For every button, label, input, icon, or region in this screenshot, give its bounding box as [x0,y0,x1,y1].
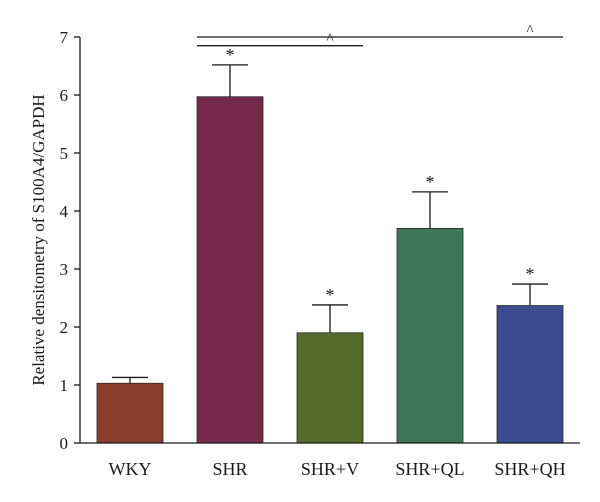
significance-star: * [226,45,235,65]
y-tick-label: 0 [60,434,69,453]
y-tick-label: 4 [60,202,69,221]
x-tick-label: SHR [212,459,247,479]
y-tick-label: 5 [60,144,69,163]
y-tick-label: 2 [60,318,69,337]
bar-shr-ql [396,227,464,444]
significance-star: * [326,285,335,305]
x-tick-label: SHR+V [301,459,359,479]
y-tick-label: 7 [60,28,69,47]
y-axis: 0 1 2 3 4 5 6 7 [60,28,81,453]
error-bars-group [112,64,548,384]
x-tick-label: SHR+QH [494,459,565,479]
significance-star: * [426,172,435,192]
y-tick-label: 3 [60,260,69,279]
comparison-marker: ^ [526,23,533,39]
x-tick-label: SHR+QL [395,459,464,479]
bar-wky [96,382,164,444]
bar-shr [196,96,264,444]
bar-shr-qh [496,305,564,444]
y-axis-title: Relative densitometry of S100A4/GAPDH [29,94,48,385]
y-tick-label: 6 [60,86,69,105]
x-tick-label: WKY [109,459,152,479]
x-axis: WKY SHR SHR+V SHR+QL SHR+QH [80,442,580,479]
significance-star: * [526,264,535,284]
bar-shr-v [296,332,364,444]
significance-group: * * * * ^ ^ [197,23,563,305]
y-tick-label: 1 [60,376,69,395]
bars-group [96,96,564,444]
comparison-marker: ^ [326,32,333,48]
